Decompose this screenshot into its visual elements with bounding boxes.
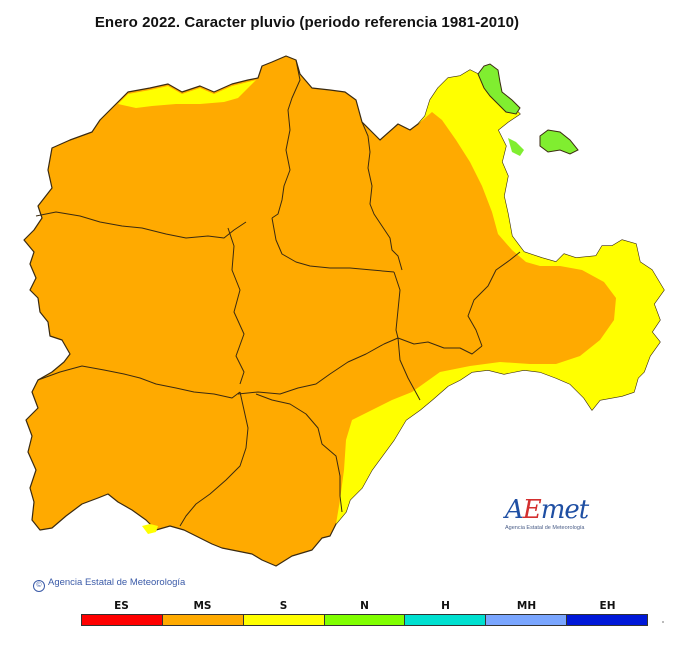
legend-swatch-ms [162, 615, 244, 625]
zone-s-north [118, 80, 256, 108]
copyright-notice: © Agencia Estatal de Meteorología [33, 577, 185, 592]
zone-s-south [142, 524, 158, 534]
province-boundaries [35, 59, 521, 527]
copyright-icon: © [33, 580, 45, 592]
legend-color-bar [81, 614, 648, 626]
legend-swatch-s [243, 615, 325, 625]
legend-swatch-h [405, 615, 487, 625]
zone-n-coast [508, 138, 524, 156]
legend-label-eh: EH [599, 600, 616, 612]
legend-swatch-es [82, 615, 163, 625]
aemet-logo-subtitle: Agencia Estatal de Meteorología [505, 525, 585, 531]
legend-swatch-eh [567, 615, 648, 625]
legend-label-n: N [360, 600, 369, 612]
aemet-logo-mark: AEmet [505, 495, 589, 525]
map-title-text: Enero 2022. Caracter pluvio (periodo ref… [94, 14, 520, 31]
map-title: Enero 2022. Caracter pluvio (periodo ref… [0, 14, 690, 31]
legend-swatch-n [324, 615, 406, 625]
legend-label-ms: MS [193, 600, 212, 612]
legend-labels: ES MS S N H MH EH [81, 600, 648, 614]
aemet-logo: AEmet Agencia Estatal de Meteorología [505, 497, 605, 537]
legend-label-es: ES [114, 600, 129, 612]
stray-dot [662, 621, 664, 623]
legend-swatch-mh [486, 615, 568, 625]
legend-label-s: S [279, 600, 288, 612]
zone-n-northeast [477, 63, 521, 115]
map-legend: ES MS S N H MH EH [81, 600, 648, 626]
legend-label-mh: MH [516, 600, 537, 612]
copyright-text: Agencia Estatal de Meteorología [48, 577, 186, 588]
legend-label-h: H [441, 600, 450, 612]
zone-n-enclave [539, 129, 579, 155]
zone-s-northeast [336, 70, 664, 524]
